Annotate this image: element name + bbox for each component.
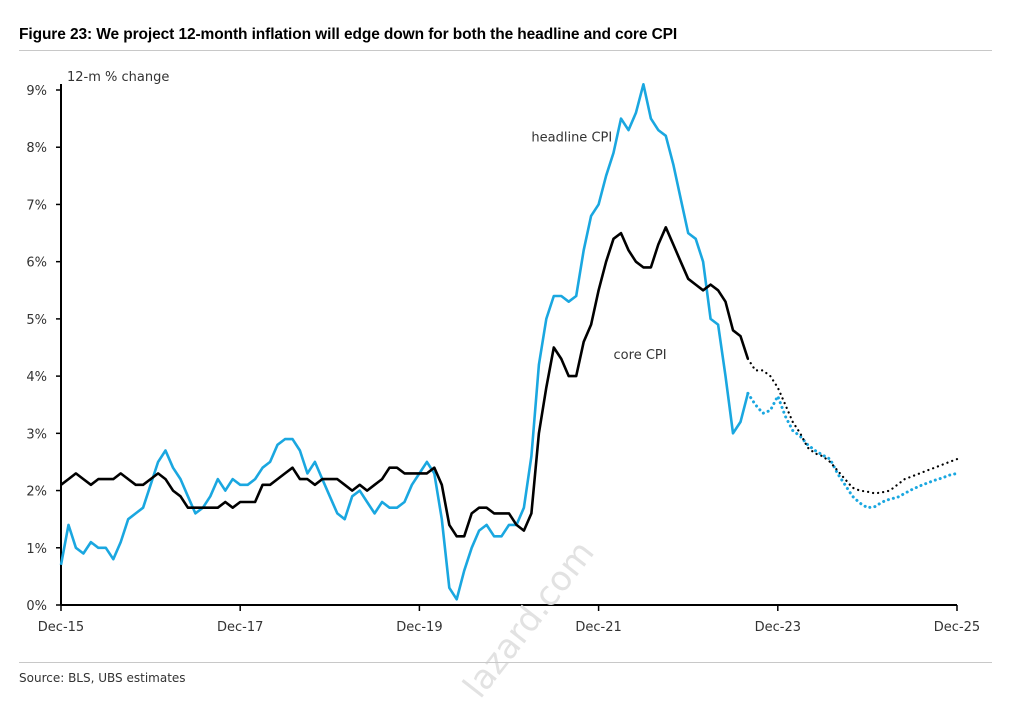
y-tick-label: 8%: [26, 141, 47, 156]
series-label: core CPI: [614, 348, 667, 363]
headline-cpi-forecast-line: [746, 391, 959, 510]
x-tick-label: Dec-21: [575, 620, 621, 635]
y-tick-label: 0%: [26, 599, 47, 614]
title-divider: [19, 50, 992, 51]
y-tick-label: 5%: [26, 313, 47, 328]
y-tick-label: 7%: [26, 198, 47, 213]
source-note: Source: BLS, UBS estimates: [19, 671, 186, 685]
series-lines: [59, 83, 959, 601]
figure-title: Figure 23: We project 12-month inflation…: [19, 26, 678, 43]
source-divider: [19, 662, 992, 663]
y-tick-label: 4%: [26, 370, 47, 385]
y-axis-label: 12-m % change: [67, 70, 169, 85]
headline-cpi-line: [59, 83, 750, 601]
y-tick-label: 9%: [26, 84, 47, 99]
x-tick-label: Dec-19: [396, 620, 442, 635]
x-tick-label: Dec-17: [217, 620, 263, 635]
x-tick-label: Dec-23: [755, 620, 801, 635]
y-tick-label: 1%: [26, 542, 47, 557]
y-tick-label: 6%: [26, 256, 47, 271]
annotations: headline CPI core CPI: [531, 131, 666, 363]
y-tick-label: 3%: [26, 427, 47, 442]
x-tick-label: Dec-15: [38, 620, 84, 635]
watermark: lazard.com: [456, 533, 603, 701]
core-cpi-line: [60, 226, 750, 538]
y-tick-label: 2%: [26, 485, 47, 500]
series-label: headline CPI: [531, 131, 612, 146]
axes: 0% 1% 2% 3% 4% 5% 6% 7% 8% 9% Dec-15 Dec-17 Dec-19 De…: [26, 70, 980, 635]
x-tick-label: Dec-25: [934, 620, 980, 635]
core-cpi-forecast-line: [746, 357, 959, 495]
